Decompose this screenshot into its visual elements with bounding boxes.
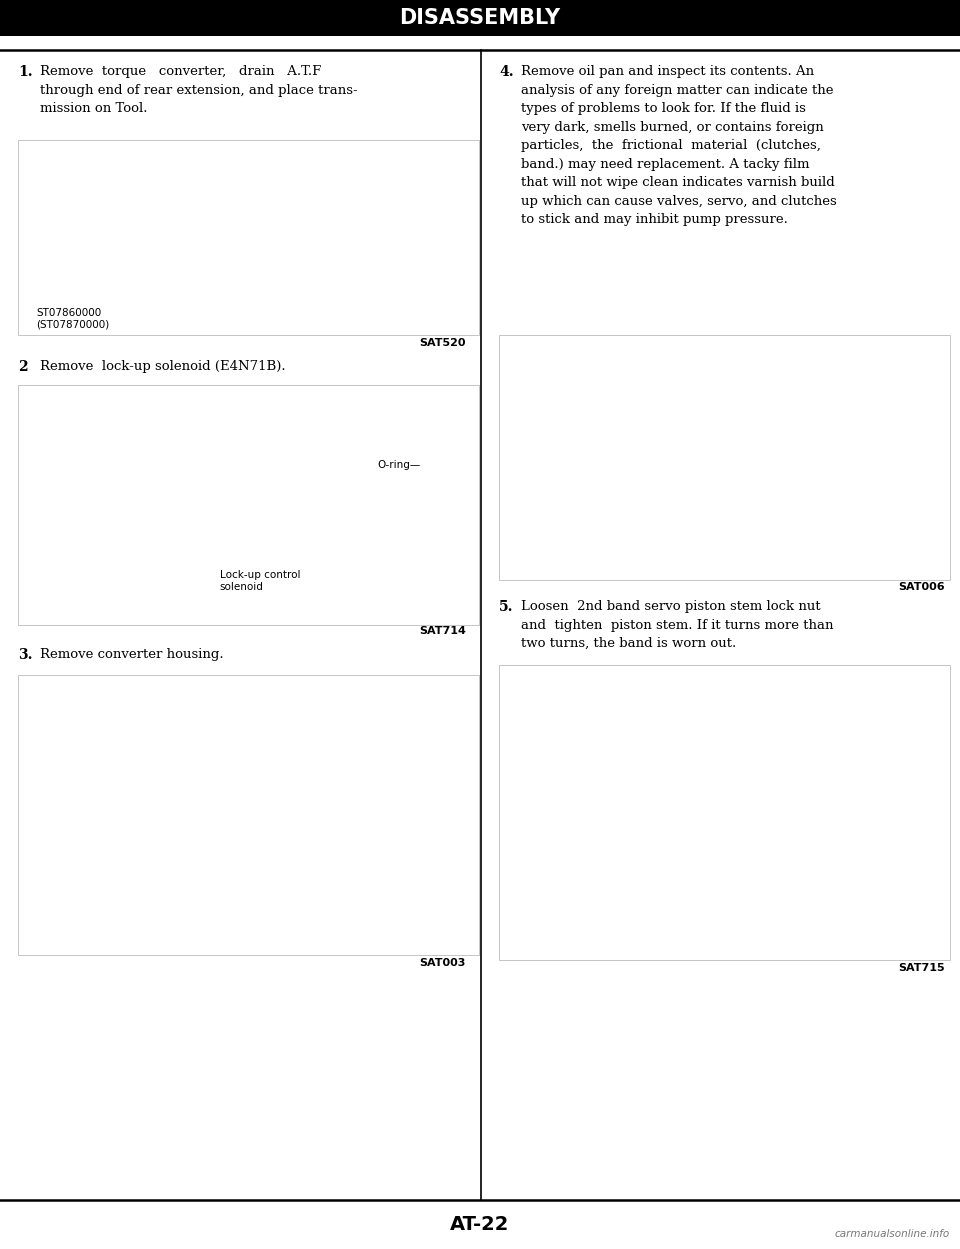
Text: SAT520: SAT520 xyxy=(420,338,466,348)
Text: Remove  torque   converter,   drain   A.T.F
through end of rear extension, and p: Remove torque converter, drain A.T.F thr… xyxy=(40,65,358,115)
Text: carmanualsonline.info: carmanualsonline.info xyxy=(835,1229,950,1239)
Text: SAT715: SAT715 xyxy=(899,963,945,973)
Bar xyxy=(18,140,479,335)
Text: Loosen  2nd band servo piston stem lock nut
and  tighten  piston stem. If it tur: Loosen 2nd band servo piston stem lock n… xyxy=(521,600,833,649)
Bar xyxy=(499,335,950,580)
Text: 4.: 4. xyxy=(499,65,514,79)
Bar xyxy=(499,664,950,960)
Text: AT-22: AT-22 xyxy=(450,1215,510,1234)
Text: Remove  lock-up solenoid (E4N71B).: Remove lock-up solenoid (E4N71B). xyxy=(40,360,286,373)
Text: Lock-up control
solenoid: Lock-up control solenoid xyxy=(220,570,300,592)
Text: Remove oil pan and inspect its contents. An
analysis of any foreign matter can i: Remove oil pan and inspect its contents.… xyxy=(521,65,837,226)
Text: O-ring—: O-ring— xyxy=(377,460,421,470)
Text: 5.: 5. xyxy=(499,600,514,615)
Text: DISASSEMBLY: DISASSEMBLY xyxy=(399,7,561,27)
Bar xyxy=(18,674,479,955)
Text: Remove converter housing.: Remove converter housing. xyxy=(40,648,224,661)
Text: SAT003: SAT003 xyxy=(420,958,466,968)
Text: 1.: 1. xyxy=(18,65,33,79)
Bar xyxy=(18,385,479,624)
Text: SAT006: SAT006 xyxy=(899,582,945,592)
Text: 2: 2 xyxy=(18,360,28,373)
Text: 3.: 3. xyxy=(18,648,33,662)
Bar xyxy=(0,0,960,36)
Text: ST07860000
(ST07870000): ST07860000 (ST07870000) xyxy=(36,309,109,330)
Text: SAT714: SAT714 xyxy=(420,626,466,636)
